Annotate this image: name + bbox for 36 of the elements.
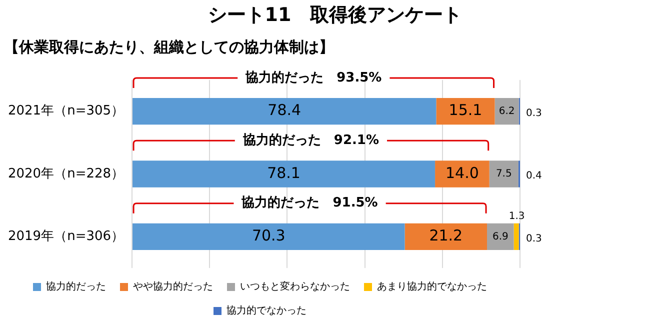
data-label: 78.4 [268, 101, 302, 120]
y-tick-label: 2019年（n=306） [8, 229, 124, 244]
data-label: 0.3 [526, 108, 542, 119]
bar [132, 98, 436, 125]
data-label: 15.1 [448, 101, 482, 120]
legend-label: いつもと変わらなかった [240, 280, 350, 293]
chart-title: シート11 取得後アンケート [206, 3, 464, 28]
y-tick-label: 2020年（n=228） [8, 166, 124, 182]
annotation: 協力的だった 91.5% [240, 196, 378, 211]
legend-label: あまり協力的でなかった [377, 280, 487, 293]
bar [514, 223, 519, 250]
bar [132, 160, 436, 188]
bar [132, 223, 405, 250]
data-label: 1.3 [508, 210, 525, 222]
legend-label: やや協力的だった [133, 280, 213, 293]
data-label: 0.4 [526, 170, 542, 182]
bar [489, 160, 518, 188]
bar [435, 160, 490, 188]
data-label: 78.1 [267, 164, 300, 182]
bar [494, 98, 519, 125]
annotation: 協力的だった 93.5% [244, 70, 382, 86]
chart-subtitle: 【休業取得にあたり、組織としての協力体制は】 [3, 37, 335, 58]
data-label: 0.3 [526, 233, 542, 244]
legend-label: 協力的だった [46, 280, 106, 293]
data-label: 7.5 [496, 168, 512, 180]
data-label: 6.2 [498, 106, 515, 117]
data-label: 70.3 [252, 226, 286, 245]
bar [404, 223, 488, 250]
y-tick-label: 2021年（n=305） [8, 104, 124, 119]
legend-label: 協力的でなかった [226, 304, 306, 317]
data-label: 6.9 [492, 231, 508, 242]
annotation: 協力的だった 92.1% [242, 133, 379, 148]
data-label: 14.0 [445, 164, 479, 182]
bar [436, 98, 495, 125]
bar [487, 223, 514, 250]
data-label: 21.2 [429, 226, 463, 245]
